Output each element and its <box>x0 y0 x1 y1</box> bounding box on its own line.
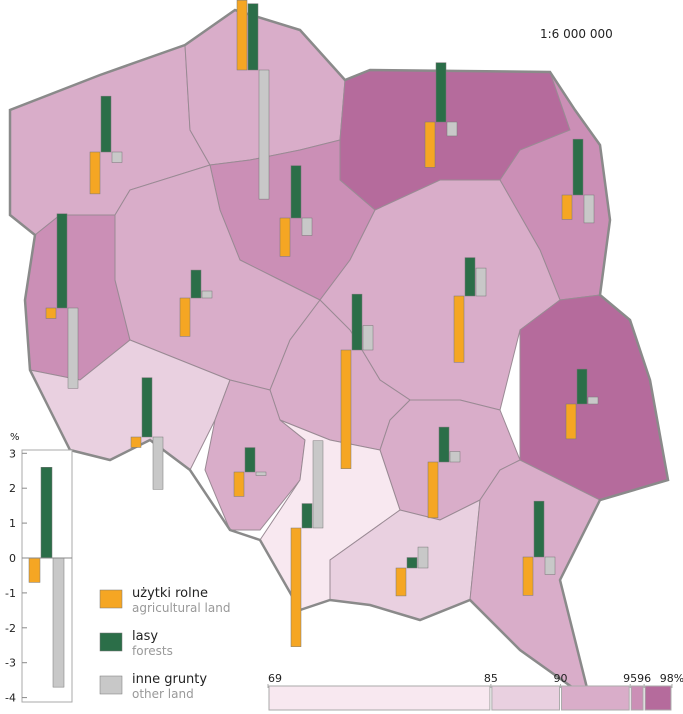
legend-swatch <box>99 632 123 652</box>
bar <box>438 426 450 463</box>
scale-box <box>268 685 491 711</box>
y-tick-label: -1 <box>5 587 16 600</box>
bar <box>424 121 436 168</box>
y-tick-label: -4 <box>5 692 16 705</box>
bar <box>301 217 313 236</box>
bar <box>533 500 545 558</box>
scale-label: 95 <box>623 672 637 685</box>
bar <box>255 471 267 476</box>
bar <box>67 307 79 389</box>
bar <box>290 165 302 219</box>
legend-label: lasy <box>132 629 158 644</box>
bar <box>583 194 595 224</box>
bar <box>45 307 57 319</box>
bar <box>247 3 259 71</box>
bar <box>258 69 270 200</box>
legend-sublabel: forests <box>132 644 173 658</box>
bar <box>279 217 291 257</box>
legend-sublabel: other land <box>132 687 194 701</box>
bar <box>100 95 112 153</box>
y-tick-label: -3 <box>5 657 16 670</box>
scale-label: 98% <box>660 672 683 685</box>
bar <box>587 396 599 405</box>
scale-label: 85 <box>484 672 498 685</box>
bar <box>351 293 363 351</box>
bar <box>453 295 465 363</box>
scale-box <box>630 685 644 711</box>
bar <box>56 213 68 309</box>
y-tick-label: 3 <box>9 447 16 460</box>
bar <box>427 461 439 519</box>
bar <box>89 151 101 195</box>
y-tick-label: 1 <box>9 517 16 530</box>
scale-box <box>644 685 672 711</box>
bar <box>244 447 256 473</box>
legend-swatch <box>99 589 123 609</box>
country-border <box>8 8 670 703</box>
bar <box>435 62 447 123</box>
bar <box>576 368 588 405</box>
bar <box>446 121 458 137</box>
bar <box>464 257 476 297</box>
regions <box>8 8 670 703</box>
bar <box>406 557 418 569</box>
bar <box>395 567 407 597</box>
y-tick-label: 0 <box>9 552 16 565</box>
legend-bar <box>52 557 65 688</box>
y-tick-label: 2 <box>9 482 16 495</box>
bar <box>236 0 248 71</box>
legend-swatch <box>99 675 123 695</box>
bar <box>141 377 153 438</box>
bar <box>290 527 302 647</box>
bar <box>417 546 429 569</box>
bar <box>301 503 313 529</box>
bar <box>190 269 202 299</box>
bar <box>201 290 213 299</box>
legend-bar <box>28 557 41 583</box>
bar <box>522 556 534 596</box>
bar <box>152 436 164 490</box>
bar <box>233 471 245 497</box>
bar <box>449 451 461 463</box>
bar <box>561 194 573 220</box>
bar <box>572 138 584 196</box>
legend-label: inne grunty <box>132 672 207 687</box>
scale-label: 69 <box>268 672 282 685</box>
legend-label: użytki rolne <box>132 586 208 601</box>
bar <box>111 151 123 163</box>
bar <box>179 297 191 337</box>
axis-unit: % <box>10 432 20 443</box>
y-tick-label: -2 <box>5 622 16 635</box>
scale-text: 1:6 000 000 <box>540 27 613 41</box>
bar <box>475 267 487 297</box>
scale-label: 96 <box>637 672 651 685</box>
bar <box>340 349 352 469</box>
bar <box>130 436 142 448</box>
bar <box>544 556 556 575</box>
bar <box>312 440 324 529</box>
legend-sublabel: agricultural land <box>132 601 230 615</box>
bar <box>565 403 577 440</box>
bar <box>362 325 374 351</box>
scale-box <box>491 685 561 711</box>
scale-box <box>561 685 630 711</box>
scale-label: 90 <box>554 672 568 685</box>
legend-bar <box>40 467 53 559</box>
